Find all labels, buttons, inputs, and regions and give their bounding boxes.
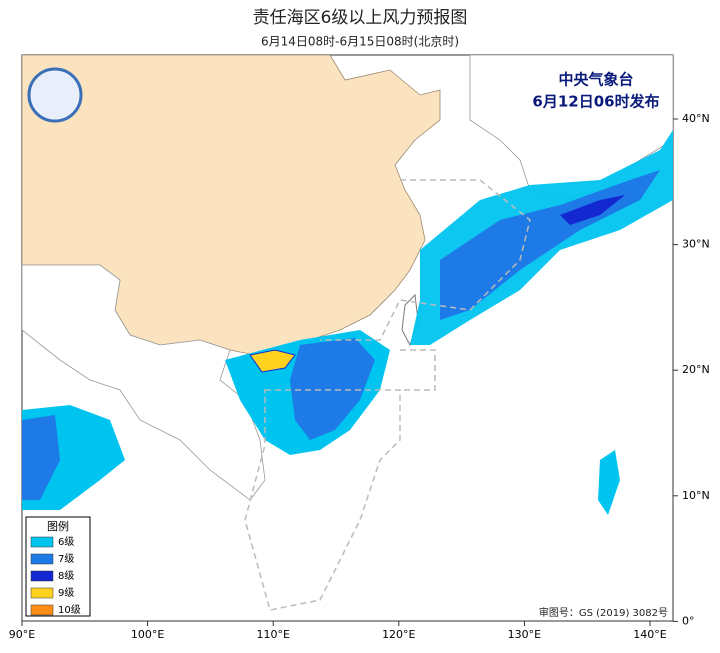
lat-label: 30°N: [682, 238, 710, 251]
lon-label: 130°E: [508, 628, 541, 641]
legend-title: 图例: [47, 519, 69, 533]
logo: [27, 67, 83, 123]
lat-label: 20°N: [682, 363, 710, 376]
lon-label: 90°E: [9, 628, 35, 641]
wind-area-bob-7: [22, 415, 60, 500]
wind-area-8: [560, 195, 625, 225]
legend-swatch: [30, 553, 54, 565]
agency: 中央气象台: [558, 71, 633, 89]
wind-area-9: [249, 349, 296, 373]
legend-label: 7级: [58, 553, 74, 565]
legend-label: 6级: [58, 536, 74, 548]
sea-area-boundaries: [244, 179, 531, 611]
legend-swatch: [30, 536, 54, 548]
land-south: [22, 264, 266, 501]
review-number: 审图号：GS (2019) 3082号: [539, 606, 668, 619]
lon-label: 100°E: [131, 628, 164, 641]
lon-label: 120°E: [382, 628, 415, 641]
legend-swatch: [30, 587, 54, 599]
wind-area-east: [598, 450, 620, 515]
lat-label: 0°: [682, 614, 695, 627]
legend: 图例 6级 7级 8级 9级 10级: [25, 516, 91, 617]
legend-swatch: [30, 604, 54, 616]
legend-label: 9级: [58, 587, 74, 599]
legend-box: [25, 516, 91, 617]
legend-label: 8级: [58, 570, 74, 582]
subtitle: 6月14日08时-6月15日08时(北京时): [261, 35, 459, 49]
legend-label: 10级: [58, 604, 81, 616]
lat-label: 10°N: [682, 489, 710, 502]
issue-time: 6月12日06时发布: [532, 93, 659, 111]
legend-swatch: [30, 570, 54, 582]
map: [21, 54, 674, 622]
wind-area-scs-7: [290, 338, 375, 440]
title: 责任海区6级以上风力预报图: [253, 8, 468, 28]
lat-label: 40°N: [682, 112, 710, 125]
lon-label: 140°E: [633, 628, 666, 641]
lon-label: 110°E: [256, 628, 289, 641]
